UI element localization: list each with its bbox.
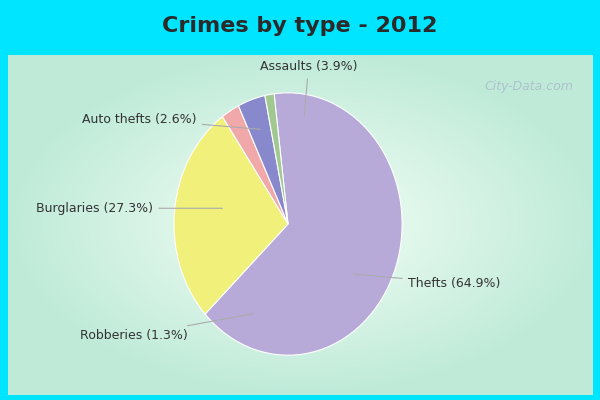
Text: Burglaries (27.3%): Burglaries (27.3%) bbox=[37, 202, 223, 215]
Wedge shape bbox=[205, 93, 402, 355]
Text: Assaults (3.9%): Assaults (3.9%) bbox=[260, 60, 357, 116]
Wedge shape bbox=[174, 117, 288, 314]
Wedge shape bbox=[265, 94, 288, 224]
Text: Thefts (64.9%): Thefts (64.9%) bbox=[353, 274, 500, 290]
Text: City-Data.com: City-Data.com bbox=[484, 80, 573, 93]
Text: Crimes by type - 2012: Crimes by type - 2012 bbox=[163, 16, 437, 36]
Wedge shape bbox=[238, 96, 288, 224]
Text: Robberies (1.3%): Robberies (1.3%) bbox=[80, 314, 253, 342]
Text: Auto thefts (2.6%): Auto thefts (2.6%) bbox=[82, 112, 260, 129]
Wedge shape bbox=[223, 106, 288, 224]
